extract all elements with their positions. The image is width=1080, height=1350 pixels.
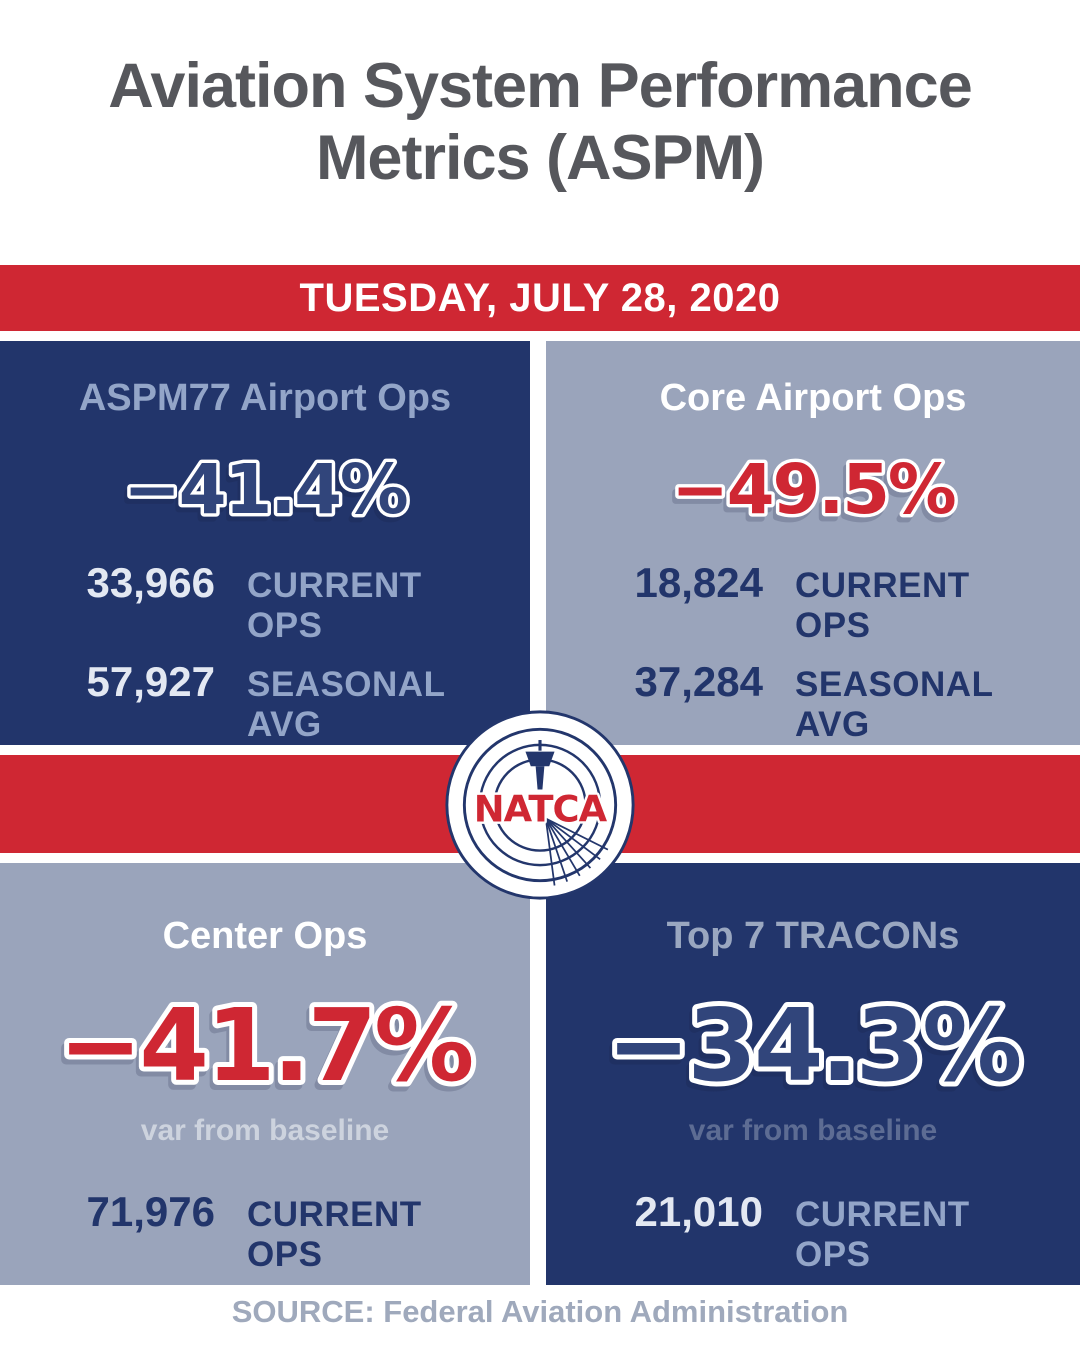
panel-core-airport-ops: Core Airport Ops −49.5% 18,824 CURRENT O… xyxy=(546,341,1080,745)
radar-sweep-icon xyxy=(544,817,609,886)
stat-label: SEASONAL AVG xyxy=(247,665,445,744)
percentage-value: −41.7% xyxy=(59,987,473,1104)
stat-current-ops: 21,010 CURRENT OPS xyxy=(593,1188,1033,1275)
baseline-note: var from baseline xyxy=(688,1114,938,1147)
stat-label: SEASONAL AVG xyxy=(795,665,993,744)
percentage-figure: −49.5% xyxy=(668,447,961,534)
panel-title: Top 7 TRACONs xyxy=(666,915,960,957)
date-text: TUESDAY, JULY 28, 2020 xyxy=(299,275,781,320)
percentage-value: −34.3% xyxy=(607,987,1021,1104)
page-title-line1: Aviation System Performance xyxy=(108,51,972,121)
percentage-figure: −41.4% xyxy=(120,447,413,534)
stat-seasonal-avg: 57,927 SEASONAL AVG xyxy=(45,658,485,745)
logo-wordmark: NATCA xyxy=(474,787,608,830)
panel-title: Core Airport Ops xyxy=(659,377,967,419)
page-title-line2: Metrics (ASPM) xyxy=(315,123,765,194)
stat-value: 18,824 xyxy=(634,559,763,606)
stat-current-ops: 33,966 CURRENT OPS xyxy=(45,559,485,646)
percentage-figure: −34.3% xyxy=(602,982,1029,1109)
panel-title: ASPM77 Airport Ops xyxy=(78,377,452,419)
percentage-figure: −41.7% xyxy=(54,982,481,1109)
panel-title: Center Ops xyxy=(162,915,368,957)
control-tower-icon xyxy=(525,740,555,790)
stat-value: 21,010 xyxy=(634,1188,763,1235)
stat-label: CURRENT OPS xyxy=(795,1195,970,1274)
stat-value: 33,966 xyxy=(86,559,215,606)
stat-label: CURRENT OPS xyxy=(247,566,422,645)
stat-label: CURRENT OPS xyxy=(795,566,970,645)
natca-logo: NATCA xyxy=(445,710,635,900)
percentage-value: −41.4% xyxy=(123,450,407,530)
panel-aspm77-airport-ops: ASPM77 Airport Ops −41.4% 33,966 CURRENT… xyxy=(0,341,530,745)
page-title: Aviation System Performance Metrics (ASP… xyxy=(0,50,1080,195)
stat-value: 57,927 xyxy=(86,658,215,705)
percentage-value: −49.5% xyxy=(671,450,955,530)
logo-outer-ring xyxy=(445,710,635,900)
stat-label: CURRENT OPS xyxy=(247,1195,422,1274)
stat-current-ops: 18,824 CURRENT OPS xyxy=(593,559,1033,646)
date-banner: TUESDAY, JULY 28, 2020 xyxy=(0,265,1080,331)
source-attribution: SOURCE: Federal Aviation Administration xyxy=(231,1294,849,1329)
stats-block: 21,010 CURRENT OPS xyxy=(593,1188,1033,1275)
stat-value: 37,284 xyxy=(634,658,763,705)
panel-top7-tracons: Top 7 TRACONs −34.3% var from baseline 2… xyxy=(546,863,1080,1285)
baseline-note: var from baseline xyxy=(140,1114,390,1147)
stat-value: 71,976 xyxy=(86,1188,215,1235)
stat-seasonal-avg: 37,284 SEASONAL AVG xyxy=(593,658,1033,745)
stat-current-ops: 71,976 CURRENT OPS xyxy=(45,1188,485,1275)
panel-center-ops: Center Ops −41.7% var from baseline 71,9… xyxy=(0,863,530,1285)
stats-block: 71,976 CURRENT OPS xyxy=(45,1188,485,1275)
stats-block: 18,824 CURRENT OPS 37,284 SEASONAL AVG xyxy=(593,559,1033,745)
logo-ring xyxy=(462,727,618,883)
stats-block: 33,966 CURRENT OPS 57,927 SEASONAL AVG xyxy=(45,559,485,745)
